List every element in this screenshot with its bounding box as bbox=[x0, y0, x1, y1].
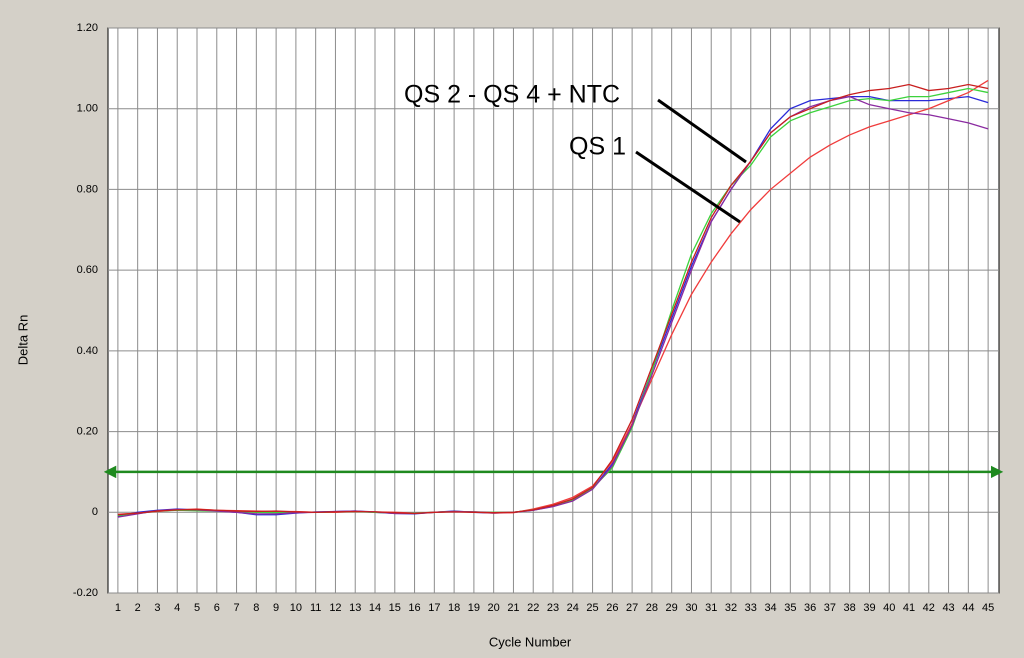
x-tick-label: 17 bbox=[428, 602, 440, 614]
x-tick-label: 23 bbox=[547, 602, 559, 614]
x-tick-label: 2 bbox=[135, 602, 141, 614]
x-tick-label: 32 bbox=[725, 602, 737, 614]
x-tick-label: 40 bbox=[883, 602, 895, 614]
x-tick-label: 14 bbox=[369, 602, 381, 614]
x-tick-label: 4 bbox=[174, 602, 180, 614]
y-tick-label: 0 bbox=[92, 506, 98, 518]
x-tick-label: 9 bbox=[273, 602, 279, 614]
x-tick-label: 13 bbox=[349, 602, 361, 614]
x-tick-label: 6 bbox=[214, 602, 220, 614]
x-tick-label: 10 bbox=[290, 602, 302, 614]
x-axis-label: Cycle Number bbox=[489, 634, 572, 649]
series-line bbox=[117, 95, 989, 518]
x-tick-label: 21 bbox=[507, 602, 519, 614]
x-tick-label: 24 bbox=[567, 602, 579, 614]
x-tick-label: 20 bbox=[488, 602, 500, 614]
x-tick-label: 19 bbox=[468, 602, 480, 614]
x-tick-label: 42 bbox=[923, 602, 935, 614]
y-tick-label: 1.00 bbox=[77, 103, 98, 115]
y-tick-label: 0.60 bbox=[77, 264, 98, 276]
x-tick-label: 27 bbox=[626, 602, 638, 614]
x-tick-label: 3 bbox=[154, 602, 160, 614]
x-tick-label: 30 bbox=[685, 602, 697, 614]
x-tick-label: 36 bbox=[804, 602, 816, 614]
y-axis-label: Delta Rn bbox=[15, 315, 30, 366]
x-tick-label: 11 bbox=[310, 602, 321, 614]
x-tick-label: 18 bbox=[448, 602, 460, 614]
x-tick-label: 1 bbox=[115, 602, 121, 614]
x-tick-label: 26 bbox=[606, 602, 618, 614]
x-tick-label: 43 bbox=[942, 602, 954, 614]
y-tick-label: 1.20 bbox=[77, 22, 98, 34]
x-tick-label: 45 bbox=[982, 602, 994, 614]
x-tick-label: 25 bbox=[586, 602, 598, 614]
annotation: QS 2 - QS 4 + NTC bbox=[404, 81, 620, 109]
x-tick-label: 15 bbox=[389, 602, 401, 614]
x-tick-label: 22 bbox=[527, 602, 539, 614]
y-tick-label: 0.20 bbox=[77, 425, 98, 437]
series-line bbox=[117, 83, 989, 516]
y-tick-label: -0.20 bbox=[73, 587, 98, 599]
x-tick-label: 5 bbox=[194, 602, 200, 614]
x-tick-label: 35 bbox=[784, 602, 796, 614]
leader-line bbox=[635, 150, 741, 224]
x-tick-label: 37 bbox=[824, 602, 836, 614]
x-tick-label: 44 bbox=[962, 602, 974, 614]
x-tick-label: 7 bbox=[233, 602, 239, 614]
x-tick-label: 41 bbox=[903, 602, 915, 614]
x-tick-label: 39 bbox=[863, 602, 875, 614]
annotation: QS 1 bbox=[569, 133, 626, 161]
x-tick-label: 28 bbox=[646, 602, 658, 614]
x-tick-label: 31 bbox=[705, 602, 717, 614]
x-tick-label: 33 bbox=[745, 602, 757, 614]
x-tick-label: 34 bbox=[764, 602, 776, 614]
series-group bbox=[103, 79, 1004, 518]
x-tick-label: 29 bbox=[666, 602, 678, 614]
y-tick-label: 0.40 bbox=[77, 345, 98, 357]
x-tick-label: 12 bbox=[329, 602, 341, 614]
x-tick-label: 8 bbox=[253, 602, 259, 614]
leader-line bbox=[657, 98, 747, 164]
x-tick-label: 16 bbox=[408, 602, 420, 614]
y-tick-label: 0.80 bbox=[77, 183, 98, 195]
grid bbox=[108, 27, 999, 594]
x-tick-label: 38 bbox=[844, 602, 856, 614]
